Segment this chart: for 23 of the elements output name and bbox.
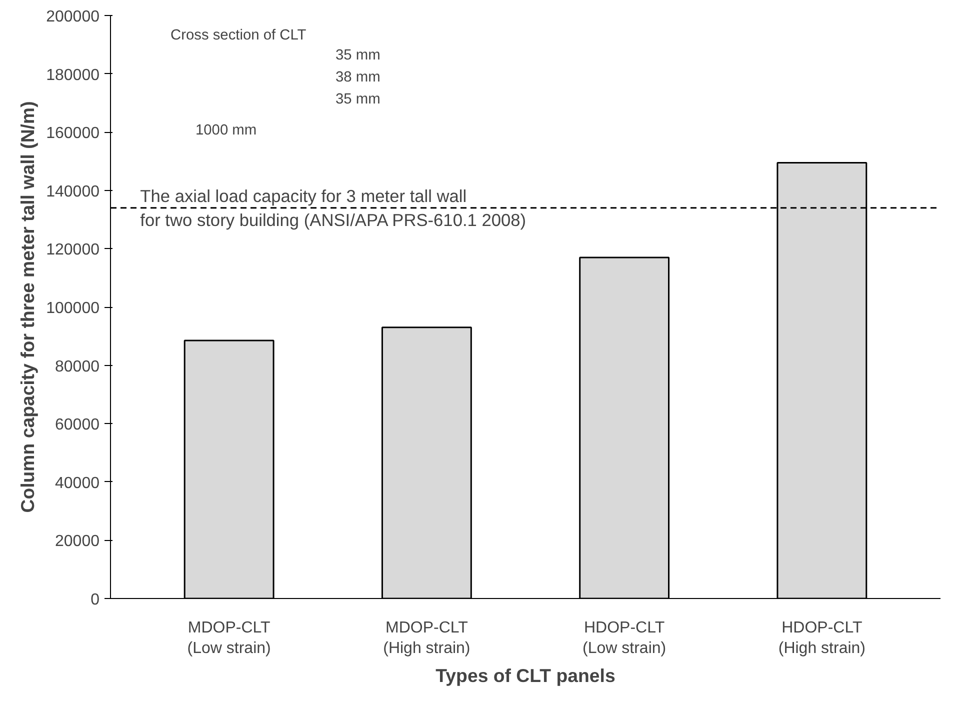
y-tick-label: 60000 [55,416,100,434]
x-axis-title: Types of CLT panels [436,664,616,686]
x-tick-label: MDOP-CLT (Low strain) [187,620,271,657]
y-tick-label: 80000 [55,358,100,376]
y-tick-label: 180000 [46,66,100,84]
x-tick-label: HDOP-CLT (Low strain) [582,620,666,657]
y-tick-label: 200000 [46,8,100,26]
annotation: 38 mm [336,70,380,86]
annotation: Cross section of CLT [170,28,306,44]
ref-line-label: The axial load capacity for 3 meter tall wall for two story building (ANSI/APA PRS-610.1 2008) [140,186,526,230]
annotation: 35 mm [336,48,380,64]
y-tick-label: 100000 [46,300,100,317]
y-tick-label: 0 [90,592,100,608]
annotation: 35 mm [336,92,380,108]
x-tick-label: MDOP-CLT (High strain) [383,620,470,657]
y-tick-label: 40000 [55,474,100,492]
y-tick-label: 140000 [46,183,100,200]
y-tick-label: 20000 [55,533,100,550]
y-tick-label: 120000 [46,242,100,259]
y-axis-title: Column capacity for three meter tall wall (N/m) [17,101,38,513]
x-tick-label: HDOP-CLT (High strain) [778,620,866,657]
y-tick-label: 160000 [46,125,100,142]
annotation: 1000 mm [196,122,257,138]
